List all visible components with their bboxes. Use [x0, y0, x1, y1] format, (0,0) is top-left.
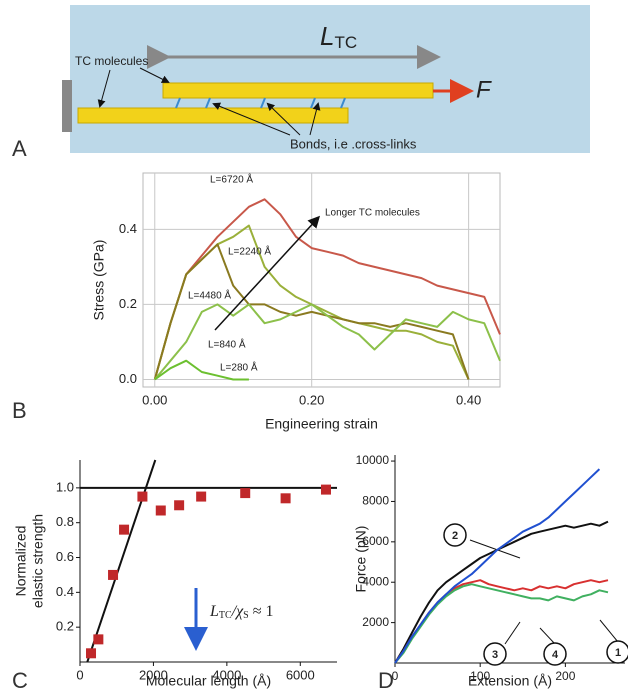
label-pointer: [539, 627, 556, 645]
bond-pointers: [212, 102, 321, 136]
molecule-top: [162, 82, 434, 99]
x-axis-label: Extension (Å): [468, 673, 552, 689]
reference-line: [86, 459, 157, 663]
annotation-arrow: [214, 215, 321, 331]
point: [93, 634, 104, 645]
series-label: L=280 Å: [220, 361, 258, 374]
y-axis-label: Force (pN): [353, 526, 369, 593]
point: [240, 488, 251, 499]
y-tick-label: 0.2: [56, 619, 74, 634]
panel-label: A: [12, 136, 27, 161]
x-tick-label: 0: [392, 669, 399, 683]
x-tick-label: 0.20: [299, 392, 324, 407]
y-tick-label: 0.6: [56, 549, 74, 564]
wall: [62, 80, 72, 132]
annotation-part: /χ: [231, 603, 244, 620]
y-tick-label: 8000: [362, 494, 389, 508]
label-circle: [606, 640, 628, 664]
point: [174, 500, 185, 511]
diagram-background: [70, 5, 590, 153]
pointer: [139, 67, 170, 83]
cross-links: [175, 97, 346, 109]
series-line: [154, 303, 501, 381]
force-label: F: [476, 76, 492, 103]
annotation: LTC/χS ≈ 1: [209, 603, 274, 622]
series-label: L=840 Å: [208, 338, 246, 351]
panel-label: C: [12, 668, 28, 693]
point: [137, 491, 148, 502]
molecule-bottom: [77, 107, 349, 124]
y-tick-label: 1.0: [56, 479, 74, 494]
y-axis-label: Normalized: [13, 526, 29, 597]
y-tick-label: 10000: [356, 453, 390, 467]
y-tick-label: 0.2: [119, 296, 137, 311]
annotation-part: TC: [219, 610, 232, 621]
point: [196, 491, 207, 502]
x-axis-label: Engineering strain: [265, 416, 378, 432]
label-circle: [483, 642, 507, 666]
annotation-part: L: [209, 603, 219, 620]
y-tick-label: 2000: [362, 615, 389, 629]
x-axis-label: Molecular length (Å): [146, 673, 271, 689]
y-tick-label: 4000: [362, 574, 389, 588]
x-tick-label: 0: [76, 667, 83, 682]
point: [108, 569, 119, 580]
series-label: 3: [492, 649, 498, 661]
y-tick-label: 6000: [362, 534, 389, 548]
y-tick-label: 0.8: [56, 514, 74, 529]
length-label: LTC: [320, 21, 357, 53]
plot-area: [80, 460, 337, 662]
series-label: 1: [615, 647, 621, 659]
label-circle: [543, 642, 567, 666]
label-pointer: [504, 621, 521, 645]
annotation: Longer TC molecules: [325, 208, 420, 219]
x-tick-label: 6000: [286, 667, 315, 682]
molecules-label: TC molecules: [75, 54, 148, 68]
series-line: [153, 198, 501, 380]
series-label: L=4480 Å: [188, 289, 231, 302]
point: [86, 648, 97, 659]
bonds-label: Bonds, i.e .cross-links: [290, 136, 417, 151]
label-pointer: [469, 539, 521, 559]
point: [280, 493, 291, 504]
length-subscript: TC: [334, 33, 357, 52]
x-tick-label: 2000: [139, 667, 168, 682]
series-line: [394, 583, 609, 664]
panel-label: D: [378, 668, 394, 693]
annotation-part: S: [243, 610, 249, 621]
series-label: 4: [552, 649, 559, 661]
y-tick-label: 0.4: [56, 584, 74, 599]
label-circle: [443, 523, 467, 547]
x-tick-label: 100: [470, 669, 490, 683]
y-tick-label: 0.0: [119, 371, 137, 386]
x-tick-label: 0.00: [142, 392, 167, 407]
point: [119, 524, 130, 535]
series-line: [153, 243, 470, 380]
point: [155, 505, 166, 516]
series-label: L=2240 Å: [228, 245, 271, 258]
annotation-part: ≈ 1: [249, 603, 274, 620]
pointer: [97, 69, 111, 108]
y-axis-label: elastic strength: [30, 514, 46, 608]
series-line: [154, 359, 249, 381]
point: [320, 484, 331, 495]
plot-area: [395, 455, 625, 663]
series-label: L=6720 Å: [210, 173, 253, 186]
y-tick-label: 0.4: [119, 221, 137, 236]
x-tick-label: 200: [555, 669, 575, 683]
panel-label: B: [12, 398, 27, 423]
series-label: 2: [452, 530, 458, 542]
x-tick-label: 0.40: [456, 392, 481, 407]
series-line: [394, 468, 601, 664]
plot-area: [142, 172, 501, 388]
y-axis-label: Stress (GPa): [91, 240, 107, 321]
label-pointer: [599, 619, 619, 643]
length-symbol: L: [320, 21, 334, 51]
x-tick-label: 4000: [212, 667, 241, 682]
